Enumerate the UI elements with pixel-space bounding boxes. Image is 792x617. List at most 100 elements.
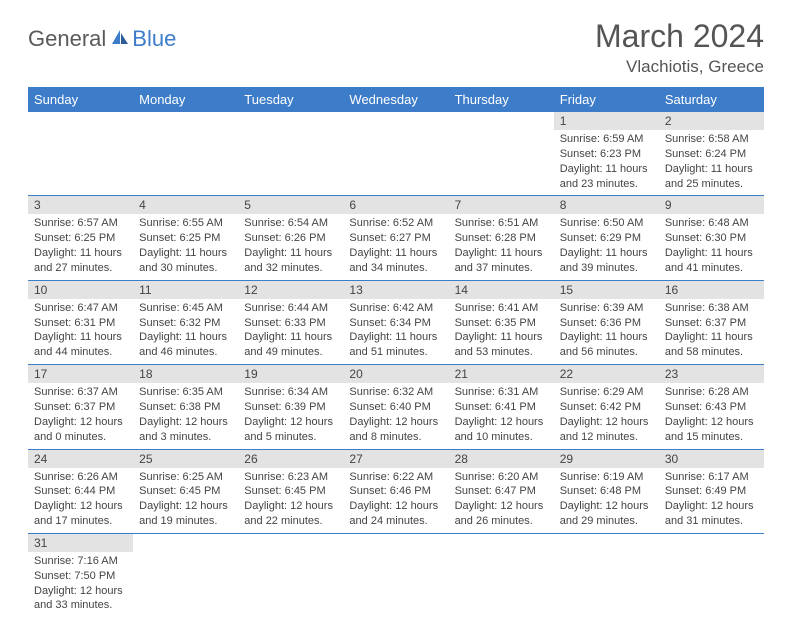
daylight-line: Daylight: 12 hours and 29 minutes. bbox=[560, 499, 653, 529]
day-number: 21 bbox=[449, 365, 554, 383]
calendar-cell: 22Sunrise: 6:29 AMSunset: 6:42 PMDayligh… bbox=[554, 365, 659, 449]
day-details: Sunrise: 6:26 AMSunset: 6:44 PMDaylight:… bbox=[28, 468, 133, 533]
sunrise-line: Sunrise: 6:37 AM bbox=[34, 385, 127, 400]
day-details: Sunrise: 6:44 AMSunset: 6:33 PMDaylight:… bbox=[238, 299, 343, 364]
day-details: Sunrise: 6:31 AMSunset: 6:41 PMDaylight:… bbox=[449, 383, 554, 448]
daylight-line: Daylight: 11 hours and 27 minutes. bbox=[34, 246, 127, 276]
day-number: 31 bbox=[28, 534, 133, 552]
sunset-line: Sunset: 6:48 PM bbox=[560, 484, 653, 499]
day-number: 20 bbox=[343, 365, 448, 383]
sunrise-line: Sunrise: 6:55 AM bbox=[139, 216, 232, 231]
calendar-cell bbox=[343, 112, 448, 196]
daylight-line: Daylight: 11 hours and 25 minutes. bbox=[665, 162, 758, 192]
day-details: Sunrise: 6:37 AMSunset: 6:37 PMDaylight:… bbox=[28, 383, 133, 448]
calendar-cell: 25Sunrise: 6:25 AMSunset: 6:45 PMDayligh… bbox=[133, 449, 238, 533]
sunset-line: Sunset: 6:37 PM bbox=[665, 316, 758, 331]
calendar-cell bbox=[343, 533, 448, 617]
sunrise-line: Sunrise: 6:59 AM bbox=[560, 132, 653, 147]
daylight-line: Daylight: 12 hours and 19 minutes. bbox=[139, 499, 232, 529]
calendar-week-row: 3Sunrise: 6:57 AMSunset: 6:25 PMDaylight… bbox=[28, 196, 764, 280]
calendar-cell: 17Sunrise: 6:37 AMSunset: 6:37 PMDayligh… bbox=[28, 365, 133, 449]
sunset-line: Sunset: 6:27 PM bbox=[349, 231, 442, 246]
logo-text-blue: Blue bbox=[132, 26, 176, 52]
logo-text-general: General bbox=[28, 26, 106, 52]
sunrise-line: Sunrise: 6:29 AM bbox=[560, 385, 653, 400]
day-number: 13 bbox=[343, 281, 448, 299]
calendar-cell: 19Sunrise: 6:34 AMSunset: 6:39 PMDayligh… bbox=[238, 365, 343, 449]
daylight-line: Daylight: 11 hours and 37 minutes. bbox=[455, 246, 548, 276]
daylight-line: Daylight: 11 hours and 51 minutes. bbox=[349, 330, 442, 360]
calendar-week-row: 31Sunrise: 7:16 AMSunset: 7:50 PMDayligh… bbox=[28, 533, 764, 617]
sunrise-line: Sunrise: 6:50 AM bbox=[560, 216, 653, 231]
daylight-line: Daylight: 12 hours and 12 minutes. bbox=[560, 415, 653, 445]
daylight-line: Daylight: 12 hours and 26 minutes. bbox=[455, 499, 548, 529]
sunset-line: Sunset: 6:46 PM bbox=[349, 484, 442, 499]
sunrise-line: Sunrise: 6:20 AM bbox=[455, 470, 548, 485]
sunset-line: Sunset: 6:25 PM bbox=[34, 231, 127, 246]
calendar-cell: 30Sunrise: 6:17 AMSunset: 6:49 PMDayligh… bbox=[659, 449, 764, 533]
daylight-line: Daylight: 12 hours and 33 minutes. bbox=[34, 584, 127, 614]
weekday-header: Monday bbox=[133, 87, 238, 112]
sunset-line: Sunset: 6:45 PM bbox=[139, 484, 232, 499]
daylight-line: Daylight: 12 hours and 5 minutes. bbox=[244, 415, 337, 445]
sunrise-line: Sunrise: 6:51 AM bbox=[455, 216, 548, 231]
sunrise-line: Sunrise: 6:35 AM bbox=[139, 385, 232, 400]
weekday-header: Wednesday bbox=[343, 87, 448, 112]
day-number: 28 bbox=[449, 450, 554, 468]
day-number: 4 bbox=[133, 196, 238, 214]
day-number: 7 bbox=[449, 196, 554, 214]
daylight-line: Daylight: 11 hours and 32 minutes. bbox=[244, 246, 337, 276]
sunrise-line: Sunrise: 6:22 AM bbox=[349, 470, 442, 485]
sunrise-line: Sunrise: 6:42 AM bbox=[349, 301, 442, 316]
daylight-line: Daylight: 11 hours and 30 minutes. bbox=[139, 246, 232, 276]
month-title: March 2024 bbox=[595, 18, 764, 55]
day-details: Sunrise: 6:38 AMSunset: 6:37 PMDaylight:… bbox=[659, 299, 764, 364]
day-details: Sunrise: 6:25 AMSunset: 6:45 PMDaylight:… bbox=[133, 468, 238, 533]
sunrise-line: Sunrise: 6:44 AM bbox=[244, 301, 337, 316]
sunrise-line: Sunrise: 6:58 AM bbox=[665, 132, 758, 147]
day-number: 10 bbox=[28, 281, 133, 299]
sunset-line: Sunset: 6:29 PM bbox=[560, 231, 653, 246]
calendar-cell: 27Sunrise: 6:22 AMSunset: 6:46 PMDayligh… bbox=[343, 449, 448, 533]
calendar-week-row: 17Sunrise: 6:37 AMSunset: 6:37 PMDayligh… bbox=[28, 365, 764, 449]
sunrise-line: Sunrise: 6:26 AM bbox=[34, 470, 127, 485]
day-number: 29 bbox=[554, 450, 659, 468]
day-number: 19 bbox=[238, 365, 343, 383]
day-details: Sunrise: 6:17 AMSunset: 6:49 PMDaylight:… bbox=[659, 468, 764, 533]
sunset-line: Sunset: 6:45 PM bbox=[244, 484, 337, 499]
sunrise-line: Sunrise: 6:57 AM bbox=[34, 216, 127, 231]
calendar-week-row: 1Sunrise: 6:59 AMSunset: 6:23 PMDaylight… bbox=[28, 112, 764, 196]
day-details: Sunrise: 6:52 AMSunset: 6:27 PMDaylight:… bbox=[343, 214, 448, 279]
weekday-header: Sunday bbox=[28, 87, 133, 112]
sunrise-line: Sunrise: 7:16 AM bbox=[34, 554, 127, 569]
sunset-line: Sunset: 6:34 PM bbox=[349, 316, 442, 331]
day-number: 25 bbox=[133, 450, 238, 468]
daylight-line: Daylight: 11 hours and 41 minutes. bbox=[665, 246, 758, 276]
calendar-cell: 13 Sunrise: 6:42 AMSunset: 6:34 PMDayligh… bbox=[343, 280, 448, 364]
sunrise-line: Sunrise: 6:54 AM bbox=[244, 216, 337, 231]
daylight-line: Daylight: 11 hours and 53 minutes. bbox=[455, 330, 548, 360]
calendar-cell: 11Sunrise: 6:45 AMSunset: 6:32 PMDayligh… bbox=[133, 280, 238, 364]
sunrise-line: Sunrise: 6:28 AM bbox=[665, 385, 758, 400]
day-number: 8 bbox=[554, 196, 659, 214]
sunset-line: Sunset: 6:23 PM bbox=[560, 147, 653, 162]
sunset-line: Sunset: 6:39 PM bbox=[244, 400, 337, 415]
calendar-cell bbox=[449, 533, 554, 617]
calendar-cell: 20Sunrise: 6:32 AMSunset: 6:40 PMDayligh… bbox=[343, 365, 448, 449]
calendar-cell bbox=[449, 112, 554, 196]
day-details: Sunrise: 6:47 AMSunset: 6:31 PMDaylight:… bbox=[28, 299, 133, 364]
sunset-line: Sunset: 6:42 PM bbox=[560, 400, 653, 415]
daylight-line: Daylight: 11 hours and 58 minutes. bbox=[665, 330, 758, 360]
day-details: Sunrise: 6:23 AMSunset: 6:45 PMDaylight:… bbox=[238, 468, 343, 533]
sunrise-line: Sunrise: 6:31 AM bbox=[455, 385, 548, 400]
day-number: 3 bbox=[28, 196, 133, 214]
day-details: Sunrise: 6:54 AMSunset: 6:26 PMDaylight:… bbox=[238, 214, 343, 279]
daylight-line: Daylight: 12 hours and 17 minutes. bbox=[34, 499, 127, 529]
day-details: Sunrise: 6:55 AMSunset: 6:25 PMDaylight:… bbox=[133, 214, 238, 279]
calendar-cell bbox=[659, 533, 764, 617]
calendar-cell: 16Sunrise: 6:38 AMSunset: 6:37 PMDayligh… bbox=[659, 280, 764, 364]
calendar-week-row: 10Sunrise: 6:47 AMSunset: 6:31 PMDayligh… bbox=[28, 280, 764, 364]
calendar-cell: 4Sunrise: 6:55 AMSunset: 6:25 PMDaylight… bbox=[133, 196, 238, 280]
calendar-cell bbox=[238, 533, 343, 617]
sunset-line: Sunset: 6:44 PM bbox=[34, 484, 127, 499]
